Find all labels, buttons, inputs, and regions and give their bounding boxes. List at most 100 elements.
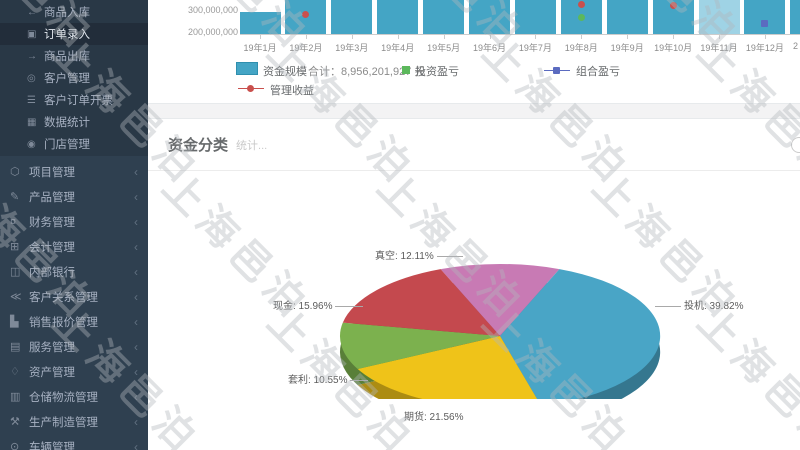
store-icon: ◉ — [27, 138, 36, 150]
sidebar-item-数据统计[interactable]: ▦ 数据统计 — [0, 111, 148, 133]
chevron-left-icon: ‹ — [134, 439, 138, 450]
sidebar-item-label: 数据统计 — [44, 117, 90, 129]
legend-label-management-income[interactable]: 管理收益 — [270, 85, 314, 97]
legend-swatch-investment-pnl[interactable] — [402, 66, 410, 74]
bar-month-5 — [423, 0, 465, 34]
sidebar-group-label: 项目管理 — [29, 166, 75, 179]
x-tick — [260, 35, 261, 39]
data-stats-icon: ▦ — [27, 116, 37, 128]
marker-管理收益 — [577, 1, 585, 8]
sidebar-group-label: 会计管理 — [29, 241, 75, 254]
crm-icon: ≪ — [10, 291, 22, 303]
customer-invoice-icon: ☰ — [27, 94, 36, 106]
chevron-left-icon: ‹ — [134, 239, 138, 254]
x-axis-label: 19年8月 — [564, 43, 598, 53]
customer-icon: ◎ — [27, 72, 36, 84]
sidebar: ← 商品入库 ▣ 订单录入 → 商品出库 ◎ 客户管理 ☰ 客户订单开票 ▦ 数据统计 ◉ 门店管理 ⬡ 项… — [0, 0, 148, 450]
pie-slice-depth — [342, 285, 500, 352]
bar-month-4 — [377, 0, 419, 34]
x-axis-label: 19年1月 — [243, 43, 277, 53]
sidebar-group-服务管理[interactable]: ▤ 服务管理 ‹ — [0, 334, 148, 359]
bar-month-9 — [606, 0, 648, 34]
chevron-left-icon: ‹ — [134, 414, 138, 429]
sidebar-group-项目管理[interactable]: ⬡ 项目管理 ‹ — [0, 159, 148, 184]
sidebar-item-商品出库[interactable]: → 商品出库 — [0, 45, 148, 67]
chevron-left-icon: ‹ — [134, 214, 138, 229]
marker-投资盈亏 — [577, 14, 585, 21]
chevron-left-icon: ‹ — [134, 289, 138, 304]
pie-label-期货: 期货: 21.56% — [404, 412, 464, 423]
sidebar-groups: ⬡ 项目管理 ‹ ✎ 产品管理 ‹ ¤ 财务管理 ‹ ⊞ 会计管理 ‹ ◫ 内部银行 ‹ ≪ 客户关系管理 ‹ ▙ 销… — [0, 156, 148, 450]
pie-slice-depth — [440, 279, 560, 352]
x-axis-label: 19年11月 — [700, 43, 738, 53]
sidebar-group-label: 仓储物流管理 — [29, 391, 98, 404]
legend-label-portfolio-pnl[interactable]: 组合盈亏 — [576, 66, 620, 78]
x-tick — [443, 35, 445, 39]
sidebar-group-label: 产品管理 — [29, 191, 75, 204]
bar-month-12 — [744, 0, 786, 34]
sidebar-group-财务管理[interactable]: ¤ 财务管理 ‹ — [0, 209, 148, 234]
chevron-left-icon: ‹ — [134, 164, 138, 179]
bar-month-11 — [698, 0, 740, 34]
sidebar-group-资产管理[interactable]: ♢ 资产管理 ‹ — [0, 359, 148, 384]
accounting-icon: ⊞ — [10, 241, 20, 253]
x-tick — [351, 35, 353, 39]
help-circle-icon[interactable] — [791, 137, 800, 153]
label-leader-line — [335, 305, 364, 307]
sidebar-group-客户关系管理[interactable]: ≪ 客户关系管理 ‹ — [0, 284, 148, 309]
x-axis-label: 19年6月 — [472, 43, 507, 53]
bar-month-6 — [469, 0, 510, 34]
sidebar-group-label: 服务管理 — [29, 341, 75, 354]
order-entry-icon: ▣ — [27, 28, 37, 40]
sidebar-item-客户订单开票[interactable]: ☰ 客户订单开票 — [0, 89, 148, 111]
legend-swatch-portfolio-pnl[interactable] — [553, 67, 560, 74]
sidebar-item-门店管理[interactable]: ◉ 门店管理 — [0, 133, 148, 155]
bar-month-partial — [790, 0, 800, 34]
bar-month-7 — [514, 0, 556, 34]
sidebar-item-客户管理[interactable]: ◎ 客户管理 — [0, 67, 148, 89]
x-axis-label: 19年4月 — [381, 43, 415, 53]
internal-bank-icon: ◫ — [10, 266, 21, 278]
legend-swatch-management-income[interactable] — [247, 85, 254, 92]
sidebar-item-订单录入[interactable]: ▣ 订单录入 — [0, 23, 148, 45]
legend-label-fund-scale[interactable]: 资金规模 — [263, 66, 307, 78]
sidebar-item-label: 门店管理 — [44, 139, 90, 151]
panel-subtitle: 统计... — [236, 139, 268, 152]
sidebar-submenu: ← 商品入库 ▣ 订单录入 → 商品出库 ◎ 客户管理 ☰ 客户订单开票 ▦ 数据统计 ◉ 门店管理 — [0, 0, 148, 156]
x-tick — [719, 35, 720, 39]
x-axis-label: 19年9月 — [610, 43, 644, 53]
pie-label-真空: 真空: 12.11% — [375, 247, 466, 262]
pie-label-现金: 现金: 15.96% — [273, 297, 366, 312]
sidebar-group-会计管理[interactable]: ⊞ 会计管理 ‹ — [0, 234, 148, 259]
panel-header: 资金分类 统计... — [148, 119, 800, 171]
legend-swatch-fund-scale[interactable] — [236, 62, 258, 75]
service-icon: ▤ — [10, 341, 21, 353]
sidebar-item-商品入库[interactable]: ← 商品入库 — [0, 1, 148, 23]
sidebar-group-label: 客户关系管理 — [29, 291, 98, 304]
sidebar-group-仓储物流管理[interactable]: ▥ 仓储物流管理 ‹ — [0, 384, 148, 409]
chevron-left-icon: ‹ — [134, 339, 138, 354]
goods-inbound-icon: ← — [27, 6, 37, 18]
sidebar-group-label: 车辆管理 — [29, 441, 75, 450]
sidebar-group-销售报价管理[interactable]: ▙ 销售报价管理 ‹ — [0, 309, 148, 334]
pie-slice-depth — [357, 352, 528, 399]
y-axis-label: 300,000,000 — [187, 5, 238, 15]
pie-slice-套利 — [339, 322, 500, 369]
sidebar-group-生产制造管理[interactable]: ⚒ 生产制造管理 ‹ — [0, 409, 148, 434]
sidebar-item-label: 订单录入 — [44, 29, 90, 41]
sidebar-group-车辆管理[interactable]: ⊙ 车辆管理 ‹ — [0, 434, 148, 450]
chevron-left-icon: ‹ — [134, 364, 138, 379]
legend-label-investment-pnl[interactable]: 投资盈亏 — [415, 66, 459, 78]
x-tick — [673, 35, 675, 39]
sidebar-item-label: 客户订单开票 — [44, 95, 113, 107]
sidebar-item-label: 客户管理 — [44, 73, 90, 85]
x-axis-label: 19年3月 — [335, 43, 369, 53]
goods-outbound-icon: → — [27, 50, 37, 62]
label-leader-line — [350, 379, 369, 381]
x-axis-label: 19年2月 — [289, 43, 323, 53]
sidebar-group-产品管理[interactable]: ✎ 产品管理 ‹ — [0, 184, 148, 209]
sidebar-group-label: 销售报价管理 — [29, 316, 98, 329]
label-leader-line — [655, 305, 681, 307]
x-tick — [305, 35, 307, 39]
sidebar-group-内部银行[interactable]: ◫ 内部银行 ‹ — [0, 259, 148, 284]
